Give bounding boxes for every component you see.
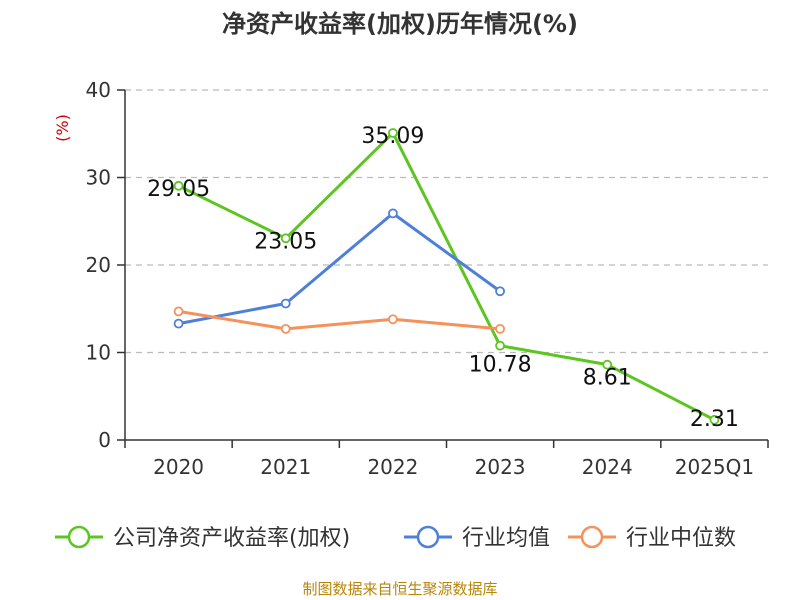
series-line-2: [178, 309, 501, 331]
series-2-point-2023: [495, 323, 505, 334]
series-line-1: [178, 211, 501, 326]
y-tick-label-10: 10: [86, 341, 111, 365]
series-1-point-2020: [173, 318, 184, 329]
series-1-point-2021: [280, 298, 291, 309]
series-0-point-2022: [388, 128, 398, 138]
data-label-2022: 35.09: [361, 124, 424, 149]
data-label-2021: 23.05: [254, 229, 317, 254]
y-tick-label-20: 20: [86, 253, 111, 277]
data-labels: 29.05 23.05 35.09 10.78 8.61 2.31: [147, 124, 739, 432]
series-2-point-2022: [388, 314, 398, 325]
series-2-point-2020: [173, 306, 184, 317]
x-tick-label-2020: 2020: [153, 455, 204, 479]
axes: 0 10 20 30 40 2020 2021 2022 2023 2024 2025Q1: [86, 78, 769, 479]
series-0-point-2025Q1: [709, 414, 720, 425]
x-tick-label-2025Q1: 2025Q1: [675, 455, 754, 479]
series-0-point-2021: [280, 233, 291, 244]
series-1-point-2023: [495, 286, 505, 297]
data-label-2025Q1: 2.31: [690, 407, 739, 432]
data-label-2023: 10.78: [469, 353, 532, 378]
source-note: 制图数据来自恒生聚源数据库: [302, 580, 497, 598]
series-lines: [173, 128, 720, 425]
legend-label-0: 公司净资产收益率(加权): [113, 526, 350, 551]
series-0-point-2024: [602, 359, 613, 370]
legend-label-2: 行业中位数: [626, 526, 736, 551]
y-axis-unit-label: (%): [53, 114, 72, 142]
data-label-2024: 8.61: [583, 366, 632, 391]
y-tick-label-0: 0: [98, 428, 111, 452]
x-tick-label-2023: 2023: [475, 455, 526, 479]
legend: 公司净资产收益率(加权) 行业均值 行业中位数: [55, 525, 736, 551]
grid-lines: [125, 89, 768, 354]
legend-marker-2: [580, 525, 604, 549]
y-tick-label-30: 30: [86, 166, 111, 190]
series-0-point-2020: [173, 180, 184, 191]
x-tick-label-2024: 2024: [582, 455, 633, 479]
chart-title: 净资产收益率(加权)历年情况(%): [222, 10, 578, 38]
legend-label-1: 行业均值: [462, 526, 550, 551]
y-tick-label-40: 40: [86, 78, 111, 102]
legend-marker-1: [416, 525, 440, 549]
series-line-0: [177, 131, 716, 422]
x-tick-label-2022: 2022: [367, 455, 418, 479]
series-0-point-2023: [495, 340, 505, 351]
data-label-2020: 29.05: [147, 177, 210, 202]
series-1-point-2022: [388, 208, 398, 219]
legend-marker-0: [67, 525, 91, 549]
x-tick-label-2021: 2021: [260, 455, 311, 479]
series-2-point-2021: [280, 323, 291, 334]
